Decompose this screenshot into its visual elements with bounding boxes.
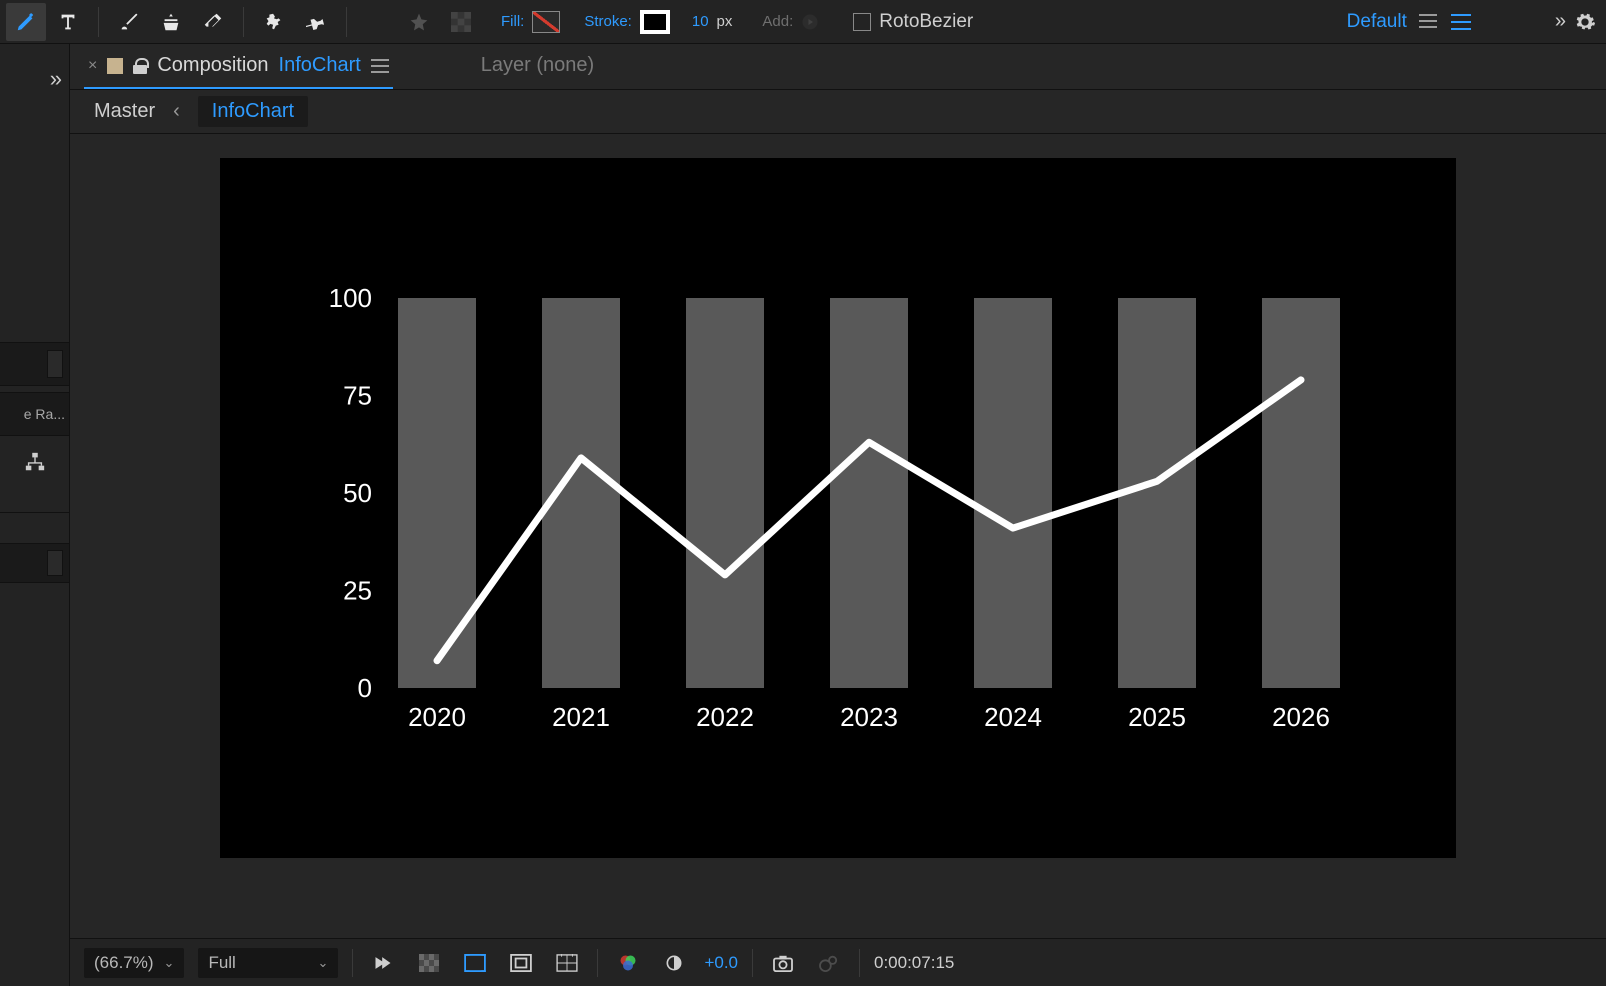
x-tick-label: 2026 bbox=[1272, 702, 1330, 732]
fill-label: Fill: bbox=[501, 13, 524, 30]
title-safe-icon[interactable] bbox=[505, 948, 537, 978]
mask-visibility-icon[interactable] bbox=[459, 948, 491, 978]
close-tab-icon[interactable]: × bbox=[88, 57, 97, 75]
y-tick-label: 0 bbox=[358, 673, 372, 703]
favorite-icon[interactable] bbox=[399, 3, 439, 41]
tab-composition[interactable]: × Composition InfoChart bbox=[84, 46, 393, 89]
exposure-value[interactable]: +0.0 bbox=[704, 953, 738, 973]
y-tick-label: 75 bbox=[343, 381, 372, 411]
crumb-current[interactable]: InfoChart bbox=[198, 96, 308, 127]
rotobezier-label: RotoBezier bbox=[879, 11, 973, 33]
chart-bar bbox=[398, 298, 476, 688]
chart-bar bbox=[1262, 298, 1340, 688]
chart-bar bbox=[830, 298, 908, 688]
footer-separator bbox=[752, 949, 753, 977]
resolution-dropdown[interactable]: Full ⌄ bbox=[198, 948, 338, 978]
x-tick-label: 2022 bbox=[696, 702, 754, 732]
toolbar-separator bbox=[98, 7, 99, 37]
composition-canvas[interactable]: 0 25 50 75 100 2020 2021 2022 2023 2024 2025 2026 bbox=[220, 158, 1456, 858]
chevron-down-icon: ⌄ bbox=[164, 955, 175, 971]
collapsed-panel-text: e Ra... bbox=[24, 406, 65, 422]
stroke-width-unit: px bbox=[717, 13, 733, 30]
zoom-value: (66.7%) bbox=[94, 953, 154, 973]
x-tick-label: 2023 bbox=[840, 702, 898, 732]
settings-gear-icon[interactable] bbox=[1570, 3, 1600, 41]
top-toolbar: Fill: Stroke: 10 px Add: RotoBezier Defa… bbox=[0, 0, 1606, 44]
timecode-display[interactable]: 0:00:07:15 bbox=[874, 953, 954, 973]
fill-swatch[interactable] bbox=[532, 11, 560, 33]
viewer-tabs: × Composition InfoChart Layer (none) bbox=[70, 44, 1606, 90]
snapshot-icon[interactable] bbox=[767, 948, 799, 978]
x-tick-label: 2025 bbox=[1128, 702, 1186, 732]
transparency-grid-toggle-icon[interactable] bbox=[413, 948, 445, 978]
y-tick-label: 100 bbox=[329, 283, 372, 313]
add-play-icon[interactable] bbox=[801, 13, 819, 31]
x-tick-label: 2020 bbox=[408, 702, 466, 732]
stroke-swatch[interactable] bbox=[640, 10, 670, 34]
composition-viewer: × Composition InfoChart Layer (none) Mas… bbox=[70, 44, 1606, 986]
exposure-reset-icon[interactable] bbox=[658, 948, 690, 978]
resolution-value: Full bbox=[208, 953, 235, 973]
rail-separator bbox=[0, 512, 69, 513]
tab-layer[interactable]: Layer (none) bbox=[477, 46, 598, 89]
chevron-down-icon: ⌄ bbox=[318, 955, 329, 971]
workspace-label[interactable]: Default bbox=[1347, 11, 1407, 33]
flowchart-breadcrumb: Master ‹ InfoChart bbox=[70, 90, 1606, 134]
fast-preview-icon[interactable] bbox=[367, 948, 399, 978]
crumb-master[interactable]: Master bbox=[94, 100, 155, 123]
chart-bar bbox=[686, 298, 764, 688]
add-label: Add: bbox=[762, 13, 793, 30]
footer-separator bbox=[597, 949, 598, 977]
canvas-wrap: 0 25 50 75 100 2020 2021 2022 2023 2024 2025 2026 bbox=[70, 134, 1606, 938]
chart-bar bbox=[974, 298, 1052, 688]
collapsed-panel-tab[interactable] bbox=[0, 342, 69, 386]
zoom-dropdown[interactable]: (66.7%) ⌄ bbox=[84, 948, 184, 978]
x-tick-label: 2021 bbox=[552, 702, 610, 732]
stroke-width-value[interactable]: 10 bbox=[692, 13, 709, 30]
viewer-footer: (66.7%) ⌄ Full ⌄ +0.0 0:00:07:15 bbox=[70, 938, 1606, 986]
lock-icon[interactable] bbox=[133, 58, 147, 74]
rotobezier-checkbox[interactable] bbox=[853, 13, 871, 31]
comp-color-swatch bbox=[107, 58, 123, 74]
eraser-tool-button[interactable] bbox=[193, 3, 233, 41]
footer-separator bbox=[859, 949, 860, 977]
grid-icon[interactable] bbox=[551, 948, 583, 978]
transparency-grid-icon[interactable] bbox=[441, 3, 481, 41]
show-snapshot-icon[interactable] bbox=[813, 948, 845, 978]
puppet-pin-tool-button[interactable] bbox=[254, 3, 294, 41]
y-tick-label: 25 bbox=[343, 576, 372, 606]
y-tick-label: 50 bbox=[343, 478, 372, 508]
overflow-chevrons-icon[interactable]: » bbox=[1547, 10, 1568, 33]
pin-tool-button[interactable] bbox=[296, 3, 336, 41]
workspace-menu-icon[interactable]: .toolbar .tab{padding:0} bbox=[1419, 14, 1437, 30]
tab-menu-icon[interactable] bbox=[371, 59, 389, 73]
chart: 0 25 50 75 100 2020 2021 2022 2023 2024 2025 2026 bbox=[220, 158, 1456, 858]
collapsed-panel-tab-2[interactable] bbox=[0, 543, 69, 583]
toolbar-separator bbox=[346, 7, 347, 37]
flowchart-icon[interactable] bbox=[0, 442, 69, 482]
footer-separator bbox=[352, 949, 353, 977]
stroke-label: Stroke: bbox=[584, 13, 632, 30]
crumb-chevron-icon: ‹ bbox=[173, 100, 180, 123]
type-tool-button[interactable] bbox=[48, 3, 88, 41]
collapse-panel-icon[interactable]: » bbox=[50, 66, 69, 102]
main-area: » e Ra... × Composition InfoChart bbox=[0, 44, 1606, 986]
clone-stamp-tool-button[interactable] bbox=[151, 3, 191, 41]
tab-layer-label: Layer (none) bbox=[481, 54, 594, 77]
brush-tool-button[interactable] bbox=[109, 3, 149, 41]
left-panel-rail: » e Ra... bbox=[0, 44, 70, 986]
workspace-hamburger-icon[interactable] bbox=[1451, 14, 1471, 30]
tab-comp-prefix: Composition bbox=[157, 54, 268, 77]
toolbar-separator bbox=[243, 7, 244, 37]
pen-tool-button[interactable] bbox=[6, 3, 46, 41]
color-management-icon[interactable] bbox=[612, 948, 644, 978]
collapsed-panel-label[interactable]: e Ra... bbox=[0, 392, 69, 436]
tab-comp-name: InfoChart bbox=[279, 54, 361, 77]
x-tick-label: 2024 bbox=[984, 702, 1042, 732]
